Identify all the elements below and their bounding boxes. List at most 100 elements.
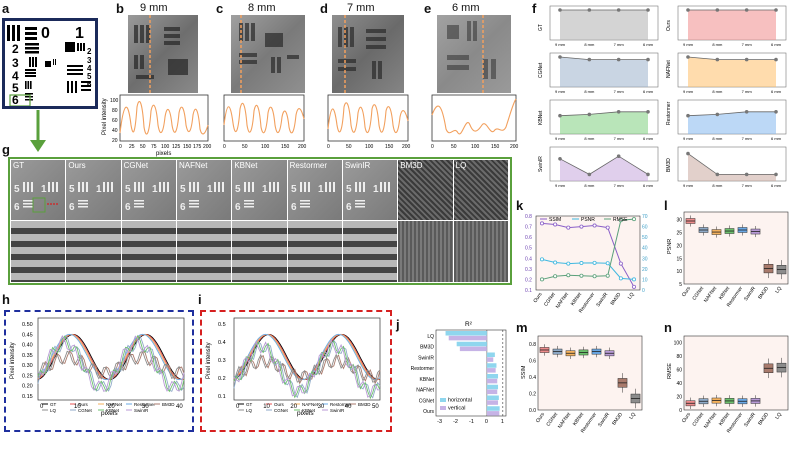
f-point xyxy=(715,172,720,177)
strip-bar xyxy=(133,203,144,205)
strip-bar xyxy=(103,182,106,192)
f-area xyxy=(688,57,776,87)
f-point xyxy=(587,57,592,62)
profile-xlabel: pixels xyxy=(156,151,171,157)
panel-label-b: b xyxy=(116,1,124,16)
comparison-strip: GT 5 1 6 Ours 5 1 6 CGNet 5 1 6 NAFNet 5 1 6 KBNet 5 1 6 Res… xyxy=(8,157,512,285)
profile-xtick: 0 xyxy=(431,144,434,150)
ytick-right: 60 xyxy=(642,225,648,231)
f-area xyxy=(560,156,648,181)
chart-title: R² xyxy=(465,321,473,328)
panel-label-l: l xyxy=(664,198,668,213)
strip-bar xyxy=(269,182,272,192)
strip-bar xyxy=(188,200,199,202)
xtick-label: 50 xyxy=(372,404,379,410)
profile-plot-9mm: Pixel intensity 100 80 60 40 20 0 25 50 … xyxy=(102,94,212,157)
profile-xtick: 200 xyxy=(203,144,212,150)
f-xtick: 6 mm xyxy=(771,89,782,94)
category-label: BM3D xyxy=(757,285,770,300)
strip-method-label: CGNet xyxy=(123,161,149,170)
f-method-label: SwinIR xyxy=(538,156,544,172)
bar-vertical xyxy=(486,368,496,373)
category-label: SwinIR xyxy=(597,411,611,428)
strip-method-label: Restormer xyxy=(289,161,327,170)
xtick-label: 20 xyxy=(290,404,297,410)
category-label: LQ xyxy=(774,286,783,295)
strip-tile-bottom xyxy=(342,221,398,282)
profile-xtick: 200 xyxy=(298,144,307,150)
f-xtick: 7 mm xyxy=(742,42,753,47)
strip-bar xyxy=(244,182,247,192)
strip-roi-box xyxy=(32,197,46,213)
box-kbnet xyxy=(724,395,735,407)
strip-method-label: BM3D xyxy=(400,161,423,170)
f-line xyxy=(687,153,776,175)
series-point xyxy=(579,261,584,266)
f-mini-plot-swinir: SwinIR 9 mm 8 mm 7 mm 6 mm xyxy=(538,146,659,188)
x-axis-label: pixels xyxy=(297,410,314,417)
f-point xyxy=(686,8,690,12)
ytick-left: 0.6 xyxy=(525,235,532,241)
strip-bar xyxy=(332,182,335,192)
ytick-label: 0.1 xyxy=(218,394,226,400)
panel-label-m: m xyxy=(516,320,528,335)
profile-xtick: 75 xyxy=(151,144,157,150)
strip-bar xyxy=(192,182,195,192)
f-point xyxy=(616,154,621,158)
ytick-right: 0 xyxy=(642,288,645,294)
f-point xyxy=(774,57,778,62)
panel-label-f: f xyxy=(532,1,537,16)
xtick-label: -1 xyxy=(469,419,474,425)
bar-horizontal xyxy=(486,374,499,379)
category-label: LQ xyxy=(427,334,434,340)
f-xtick: 9 mm xyxy=(555,42,566,47)
strip-bar xyxy=(78,182,81,192)
profile-xtick: 175 xyxy=(193,144,202,150)
ytick-label: 30 xyxy=(676,218,682,224)
f-xtick: 7 mm xyxy=(614,89,625,94)
usaf-digit-1: 1 xyxy=(75,25,84,42)
xtick-label: 0 xyxy=(485,419,488,425)
strip-tile-top: LQ xyxy=(453,160,508,220)
xtick-label: 10 xyxy=(74,404,81,410)
strip-bar xyxy=(162,182,165,192)
ytick-label: 0.45 xyxy=(22,332,33,338)
legend-label: vertical xyxy=(448,406,465,412)
strip-column-ours: Ours 5 1 6 xyxy=(66,160,122,282)
series-point xyxy=(632,284,637,289)
series-point xyxy=(605,261,610,266)
strip-bar xyxy=(23,200,33,202)
ytick-label: 60 xyxy=(676,368,682,374)
ytick-right: 10 xyxy=(642,277,648,283)
distance-label-7mm: 7 mm xyxy=(347,2,375,14)
profile-xtick: 50 xyxy=(451,144,457,150)
f-point xyxy=(616,110,621,114)
ytick-label: 0.30 xyxy=(22,363,33,369)
f-line xyxy=(559,155,649,175)
series-point xyxy=(539,257,544,262)
bar-horizontal xyxy=(486,352,495,358)
series-line-rmse xyxy=(541,218,635,280)
ytick-label: 0.6 xyxy=(529,359,536,365)
box-kbnet xyxy=(724,225,735,237)
legend-label: SSIM xyxy=(549,217,561,223)
strip-digit: 5 xyxy=(235,184,241,195)
usaf-chart-frame: 0 1 2 3 4 5 6 2 3 4 5 6 xyxy=(2,18,98,109)
ytick-label: 80 xyxy=(676,354,682,360)
strip-bar xyxy=(248,182,251,192)
ytick-left: 0.2 xyxy=(525,277,532,283)
strip-column-kbnet: KBNet 5 1 6 xyxy=(232,160,288,282)
profile-line-7mm xyxy=(327,102,409,134)
f-method-label: Ours xyxy=(666,20,672,31)
f-xtick: 6 mm xyxy=(643,136,654,141)
box-cgnet xyxy=(698,224,709,236)
category-label: Ours xyxy=(535,411,546,424)
legend-label: KBNet xyxy=(106,408,120,413)
strip-bar xyxy=(328,182,331,192)
f-point xyxy=(686,113,690,118)
legend-label: Restormer xyxy=(330,402,352,407)
distance-label-6mm: 6 mm xyxy=(452,2,480,14)
sample-image-7mm xyxy=(332,15,404,93)
profile-xtick: 0 xyxy=(223,144,226,150)
